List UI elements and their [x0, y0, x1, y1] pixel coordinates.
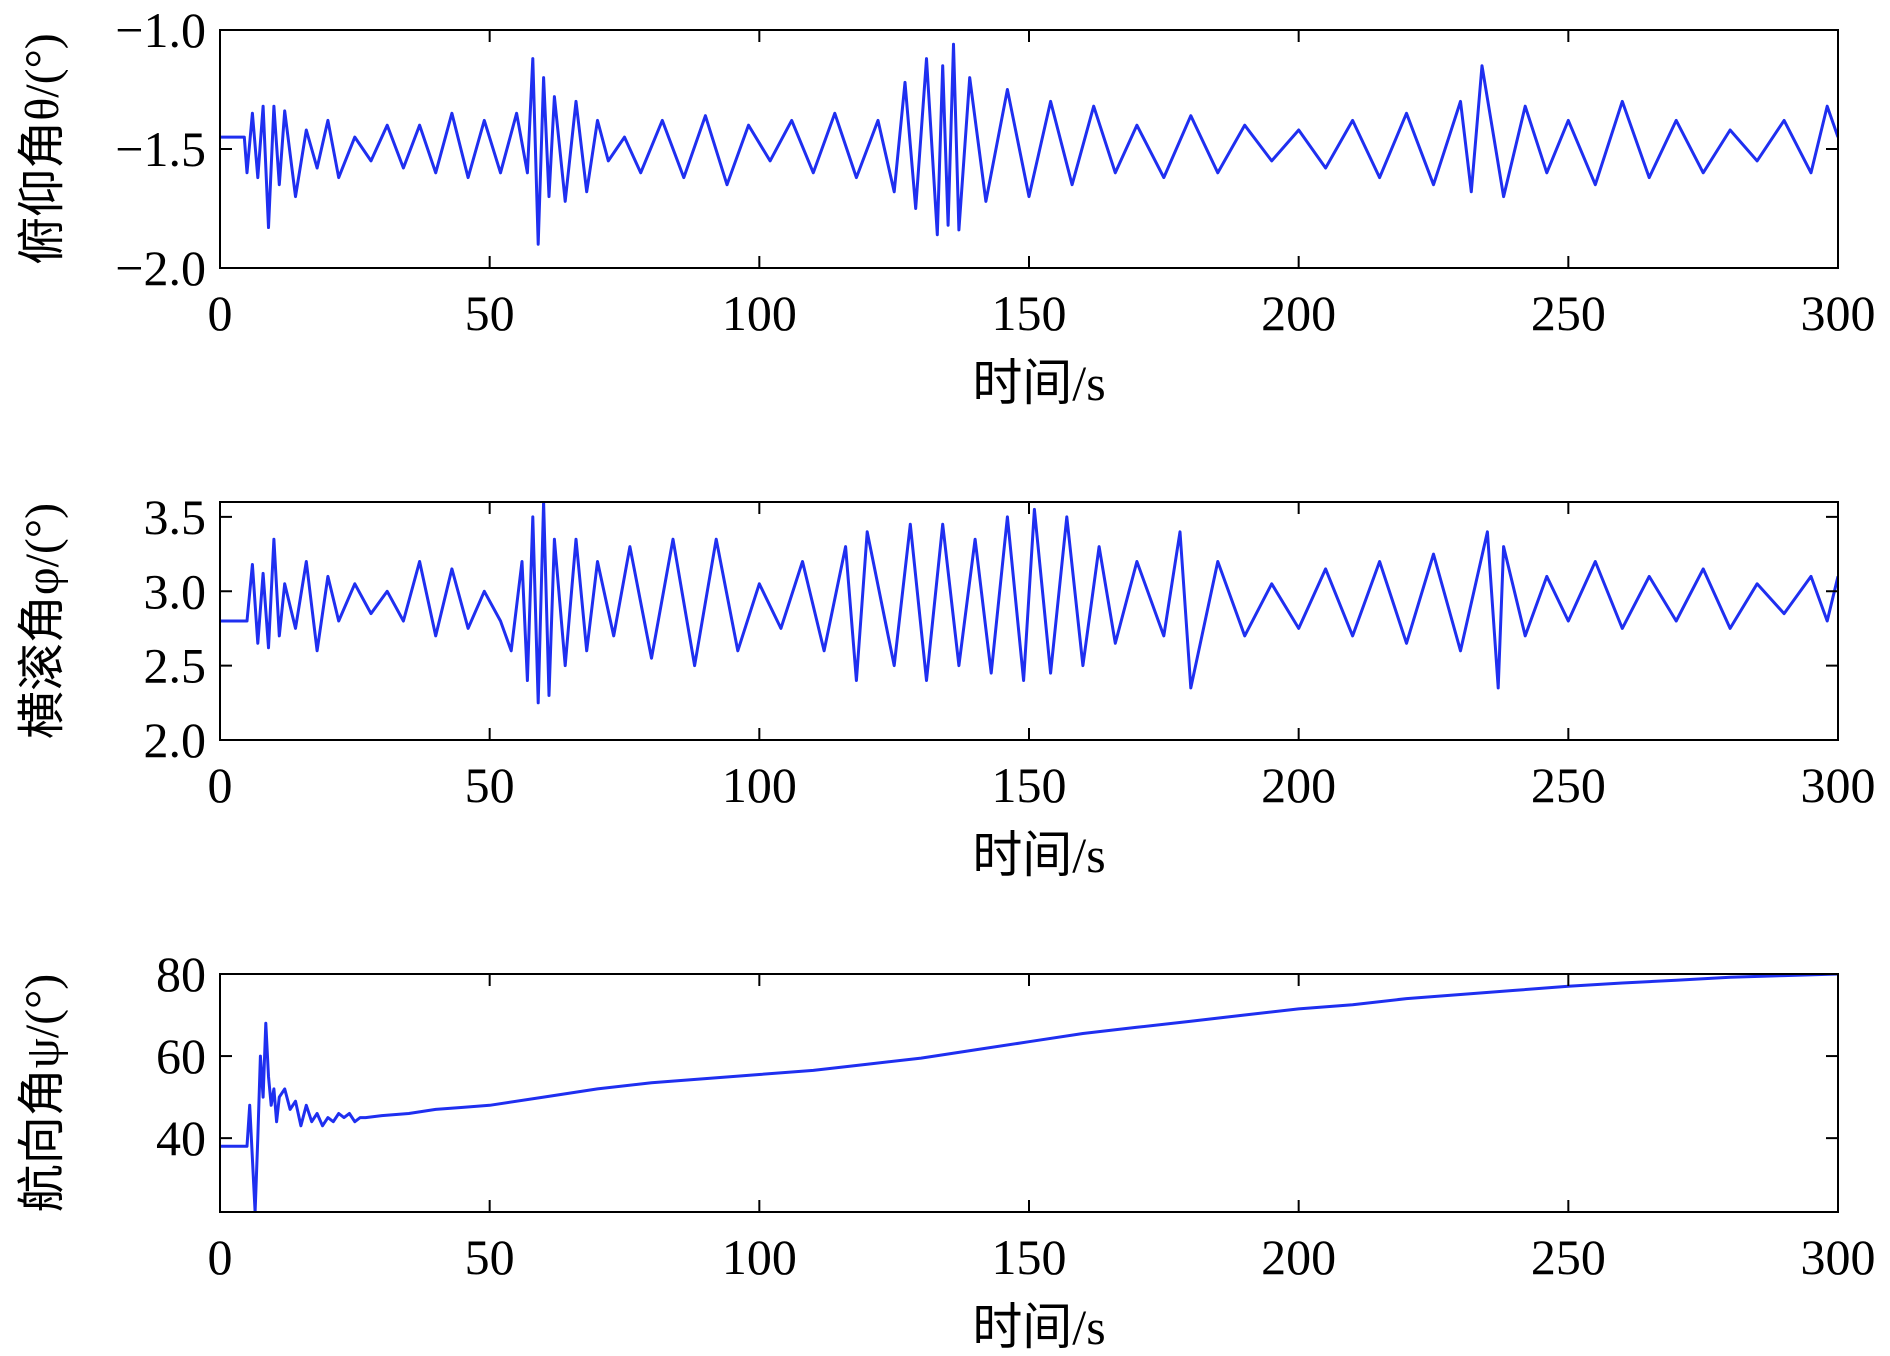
roll-ytick-label: 2.5 — [144, 638, 207, 694]
roll-ylabel: 横滚角φ/(°) — [16, 503, 69, 739]
pitch-ytick-label: −1.5 — [115, 121, 206, 177]
heading-ytick-label: 40 — [156, 1110, 206, 1166]
heading-axes-box — [219, 973, 1839, 1213]
heading-ylabel: 航向角ψ/(°) — [16, 974, 69, 1213]
roll-panel: 0 50 100 150 200 250 300 2.0 2.5 3.0 3.5 时间/s 横滚角φ/(… — [16, 489, 1876, 883]
roll-xtick-label: 100 — [722, 757, 797, 813]
pitch-xtick-label: 250 — [1531, 285, 1606, 341]
roll-ytick-label: 2.0 — [144, 712, 207, 768]
heading-panel: 0 50 100 150 200 250 300 40 60 80 时间/s 航向角ψ/(°) — [16, 946, 1876, 1355]
heading-xtick-label: 250 — [1531, 1229, 1606, 1285]
heading-xtick-label: 0 — [208, 1229, 233, 1285]
pitch-series-line — [220, 42, 1838, 246]
roll-xlabel: 时间/s — [972, 827, 1105, 883]
roll-xtick-label: 200 — [1261, 757, 1336, 813]
pitch-xtick-label: 300 — [1801, 285, 1876, 341]
roll-xtick-label: 0 — [208, 757, 233, 813]
roll-ytick-label: 3.0 — [144, 563, 207, 619]
roll-xtick-label: 150 — [992, 757, 1067, 813]
heading-xtick-label: 300 — [1801, 1229, 1876, 1285]
roll-axes-box — [219, 501, 1839, 741]
pitch-xtick-label: 50 — [465, 285, 515, 341]
heading-xtick-label: 200 — [1261, 1229, 1336, 1285]
roll-xtick-label: 300 — [1801, 757, 1876, 813]
roll-xtick-label: 50 — [465, 757, 515, 813]
pitch-ylabel: 俯仰角θ/(°) — [16, 33, 69, 265]
pitch-axes-box — [219, 29, 1839, 269]
heading-series-line — [220, 974, 1838, 1212]
pitch-xtick-label: 0 — [208, 285, 233, 341]
pitch-xtick-label: 100 — [722, 285, 797, 341]
roll-xtick-label: 250 — [1531, 757, 1606, 813]
heading-ytick-label: 80 — [156, 946, 206, 1002]
roll-ytick-label: 3.5 — [144, 489, 207, 545]
heading-ytick-label: 60 — [156, 1028, 206, 1084]
heading-xlabel: 时间/s — [972, 1299, 1105, 1355]
heading-xtick-label: 150 — [992, 1229, 1067, 1285]
heading-xtick-label: 100 — [722, 1229, 797, 1285]
pitch-xtick-label: 200 — [1261, 285, 1336, 341]
pitch-ytick-label: −2.0 — [115, 240, 206, 296]
pitch-panel: 0 50 100 150 200 250 300 −1.0 −1.5 −2.0 时间/s 俯仰角θ/(… — [16, 2, 1876, 411]
pitch-xlabel: 时间/s — [972, 355, 1105, 411]
roll-series-line — [220, 502, 1838, 705]
pitch-ytick-label: −1.0 — [115, 2, 206, 58]
pitch-xtick-label: 150 — [992, 285, 1067, 341]
heading-xtick-label: 50 — [465, 1229, 515, 1285]
